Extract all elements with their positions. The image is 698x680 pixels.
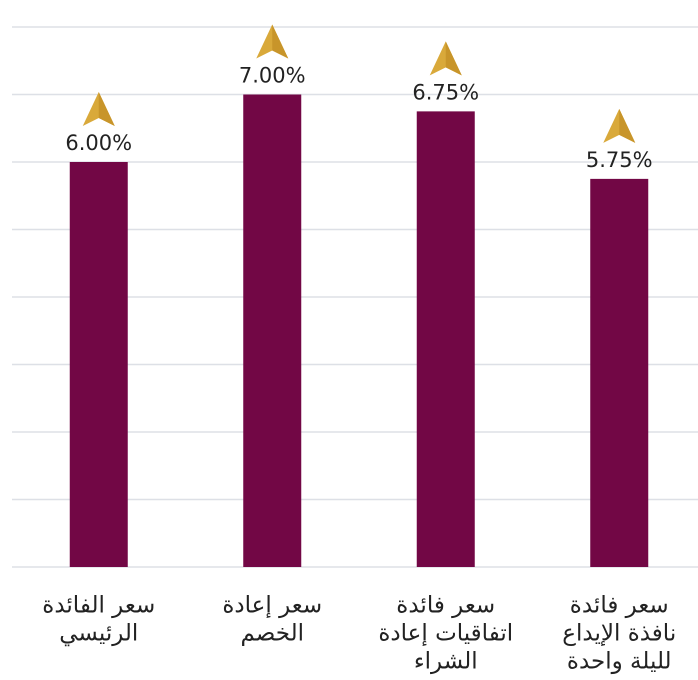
arrow-icon-shade — [272, 24, 289, 59]
x-tick-label: سعر الفائدة — [42, 593, 155, 619]
bar — [590, 178, 649, 567]
bar — [416, 111, 475, 567]
arrow-icon-shade — [445, 41, 462, 76]
x-tick-label: سعر إعادة — [222, 593, 322, 619]
x-tick-label: سعر فائدة — [396, 593, 495, 619]
arrow-icon-shade — [619, 108, 636, 143]
x-tick-label: الرئيسي — [59, 621, 138, 647]
bar — [243, 94, 302, 567]
x-tick-label: الشراء — [414, 649, 478, 675]
value-label: 6.00% — [65, 131, 132, 155]
x-tick-label: الخصم — [241, 621, 305, 647]
arrow-icon-shade — [98, 92, 115, 126]
value-label: 6.75% — [412, 80, 479, 104]
x-tick-label: نافذة الإيداع — [562, 621, 676, 647]
x-tick-label: لليلة واحدة — [567, 649, 672, 675]
x-tick-label: اتفاقيات إعادة — [378, 621, 513, 647]
value-label: 5.75% — [586, 148, 653, 172]
bar — [69, 162, 128, 567]
value-label: 7.00% — [239, 64, 306, 88]
x-tick-label: سعر فائدة — [570, 593, 669, 619]
